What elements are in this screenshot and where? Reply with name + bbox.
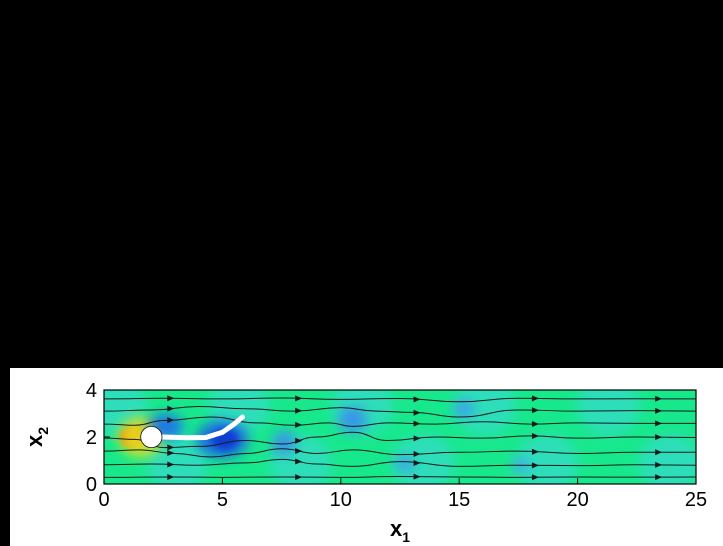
streamline-arrow — [167, 473, 175, 480]
streamline — [104, 405, 696, 418]
streamline-arrow — [413, 459, 421, 466]
flag-plate — [159, 414, 246, 441]
streamline-arrow — [655, 434, 663, 441]
streamline-arrow — [295, 458, 303, 465]
streamline — [104, 397, 696, 403]
streamline-arrow — [167, 417, 175, 424]
streamline-arrow — [295, 437, 303, 444]
streamline-arrow — [295, 421, 303, 428]
x-tick-label: 10 — [330, 489, 352, 511]
y-tick-label: 2 — [86, 427, 97, 449]
field-feature-low — [395, 456, 415, 472]
streamline-arrow — [413, 420, 421, 427]
streamline — [104, 458, 696, 467]
streamline-arrow — [295, 474, 303, 481]
x-tick-label: 0 — [98, 489, 109, 511]
streamline-arrow — [167, 444, 175, 451]
streamline-arrow — [531, 474, 539, 481]
y-tick-label: 4 — [86, 380, 97, 402]
y-tick-label: 0 — [86, 474, 97, 496]
streamline-arrow — [295, 447, 303, 454]
field-feature-low — [453, 400, 475, 418]
streamline-arrow — [655, 449, 663, 456]
streamline-arrow — [531, 448, 539, 455]
x-axis-ticks: 0 5 10 15 20 25 — [98, 478, 707, 511]
streamlines — [104, 395, 696, 481]
streamline-arrow — [167, 449, 175, 456]
x-tick-label: 5 — [217, 489, 228, 511]
streamline-arrow — [413, 473, 421, 480]
plot-area — [104, 390, 696, 484]
streamline-arrow — [295, 395, 303, 402]
streamline-arrow — [655, 474, 663, 481]
streamline-arrow — [413, 396, 421, 403]
field-band — [516, 434, 578, 484]
streamline-arrow — [295, 407, 303, 414]
streamline-arrow — [167, 461, 175, 468]
streamline-arrow — [531, 395, 539, 402]
x-tick-label: 20 — [566, 489, 588, 511]
streamline-arrow — [531, 420, 539, 427]
streamline-arrow — [167, 405, 175, 412]
streamline-arrow — [167, 395, 175, 402]
field-band — [639, 434, 696, 484]
streamline-arrow — [413, 409, 421, 416]
streamline-arrow — [413, 450, 421, 457]
x-tick-label: 15 — [448, 489, 470, 511]
streamline — [104, 448, 696, 458]
x-axis-label: x1 — [390, 516, 410, 545]
streamline-arrow — [655, 461, 663, 468]
x-tick-label: 25 — [685, 489, 707, 511]
streamline-arrow — [655, 420, 663, 427]
field-band — [392, 434, 455, 484]
streamline — [104, 475, 696, 478]
streamline-arrow — [655, 407, 663, 414]
streamline — [104, 431, 696, 449]
streamline-arrow — [413, 435, 421, 442]
cylinder-obstacle — [140, 425, 163, 449]
streamline-arrow — [531, 407, 539, 414]
streamline — [104, 416, 696, 427]
y-axis-label: x2 — [22, 427, 51, 447]
y-axis-ticks: 0 2 4 — [86, 380, 110, 496]
streamline-arrow — [655, 395, 663, 402]
streamline-arrow — [531, 433, 539, 440]
streamline-arrow — [531, 462, 539, 469]
